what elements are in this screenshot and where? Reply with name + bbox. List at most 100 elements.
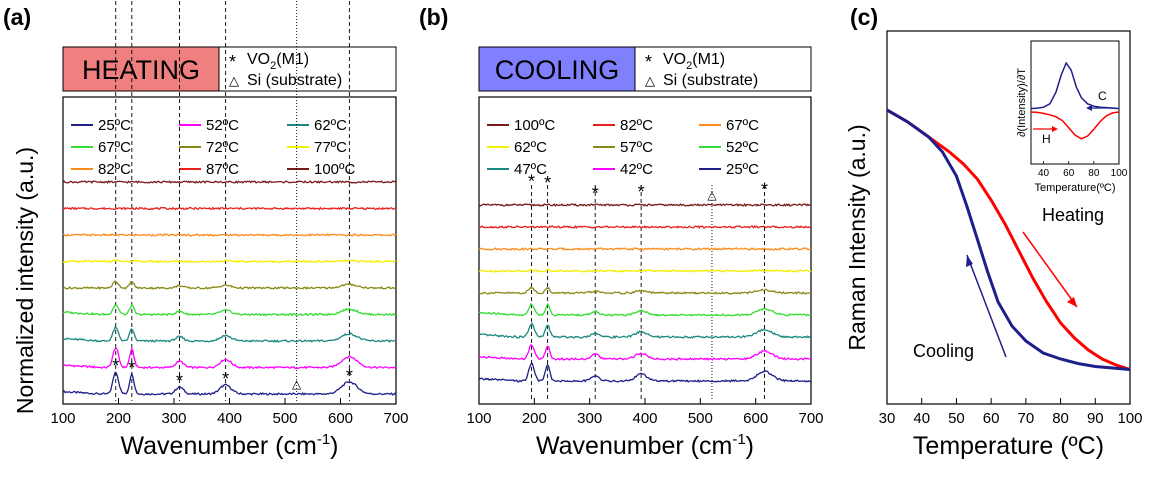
x-tick-label: 200 xyxy=(106,410,131,427)
x-tick-label: 70 xyxy=(1018,410,1035,427)
triangle-symbol: △ xyxy=(229,73,239,88)
spectrum-line xyxy=(62,180,397,185)
marker-legend-text: VO2(M1) xyxy=(663,51,725,72)
vo2-peak-marker: * xyxy=(346,366,353,386)
legend-label: 47ºC xyxy=(514,161,547,178)
x-axis-label: Wavenumber (cm-1) xyxy=(536,431,754,460)
legend-label: 87ºC xyxy=(206,161,239,178)
spectrum-line xyxy=(62,259,397,264)
spectrum-line xyxy=(62,347,397,370)
legend-label: 82ºC xyxy=(98,161,131,178)
banner-frame xyxy=(62,46,397,92)
x-tick-label: 300 xyxy=(577,410,602,427)
vo2-peak-marker: * xyxy=(112,356,119,376)
heating-arrow-line xyxy=(1022,231,1078,308)
vo2-peak-marker: * xyxy=(592,183,599,203)
vo2-peak-marker: * xyxy=(176,371,183,391)
banner-frame xyxy=(478,46,812,92)
inset-frame xyxy=(1030,40,1120,165)
plot-frame xyxy=(886,30,1131,405)
inset-y-axis-label: ∂(Intensity)/∂T xyxy=(1016,68,1028,137)
panel-label: (a) xyxy=(3,4,31,30)
inset-x-tick-label: 100 xyxy=(1111,168,1128,179)
vo2-peak-marker: * xyxy=(528,171,535,191)
x-axis-label: Wavenumber (cm-1) xyxy=(120,431,338,460)
vo2-peak-marker: * xyxy=(544,173,551,193)
x-tick-label: 600 xyxy=(743,410,768,427)
vo2-peak-marker: * xyxy=(638,182,645,202)
legend-label: 52ºC xyxy=(206,117,239,134)
spectrum-line xyxy=(63,206,397,211)
si-peak-marker: △ xyxy=(292,377,302,391)
x-tick-label: 50 xyxy=(948,410,965,427)
x-tick-label: 80 xyxy=(1052,410,1069,427)
legend-label: 57ºC xyxy=(620,139,653,156)
cooling-annotation: Cooling xyxy=(913,341,974,361)
cooling-arrowhead xyxy=(966,255,973,267)
legend-label: 25ºC xyxy=(98,117,131,134)
spectrum-line xyxy=(478,344,812,361)
banner-label: COOLING xyxy=(495,55,620,85)
asterisk-symbol: * xyxy=(229,52,236,72)
x-tick-label: 90 xyxy=(1087,410,1104,427)
spectrum-line xyxy=(478,362,812,383)
legend-label: 42ºC xyxy=(620,161,653,178)
banner-box xyxy=(62,46,220,92)
x-tick-label: 100 xyxy=(1117,410,1142,427)
panel-2: (c) 30 40 50 60 70 80 90 100 Temperature (ºC) Rama… xyxy=(844,4,1143,460)
x-tick-label: 100 xyxy=(50,410,75,427)
spectrum-line xyxy=(62,303,397,317)
legend-label: 77ºC xyxy=(314,139,347,156)
banner-box xyxy=(478,46,636,92)
triangle-symbol: △ xyxy=(645,73,655,88)
heating-curve xyxy=(886,108,1131,371)
asterisk-symbol: * xyxy=(645,52,652,72)
legend-label: 100ºC xyxy=(314,161,356,178)
legend-label: 62ºC xyxy=(514,139,547,156)
legend-label: 62ºC xyxy=(314,117,347,134)
vo2-peak-marker: * xyxy=(128,358,135,378)
x-axis-label: Temperature (ºC) xyxy=(913,432,1104,460)
x-tick-label: 700 xyxy=(798,410,823,427)
x-tick-label: 60 xyxy=(983,410,1000,427)
spectrum-line xyxy=(478,225,812,230)
cooling-arrow-line xyxy=(966,254,1007,358)
panel-1: (b) COOLING * VO2(M1) △ Si (substrate) 100 200 3… xyxy=(419,4,824,460)
cooling-curve xyxy=(886,108,1131,371)
spectrum-line xyxy=(478,247,812,251)
legend-label: 82ºC xyxy=(620,117,653,134)
heating-arrowhead xyxy=(1067,297,1077,307)
spectrum-line xyxy=(478,286,812,295)
inset-x-tick-label: 60 xyxy=(1063,168,1075,179)
panel-0: (a) HEATING * VO2(M1) △ Si (substrate) 100 200 3… xyxy=(3,0,409,460)
vo2-peak-marker: * xyxy=(222,369,229,389)
inset-x-tick-label: 40 xyxy=(1038,168,1050,179)
panel-label: (c) xyxy=(850,4,878,30)
inset-x-axis-label: Temperature(ºC) xyxy=(1034,182,1115,194)
inset-x-tick-label: 80 xyxy=(1088,168,1100,179)
inset-c-arrowhead xyxy=(1086,105,1092,111)
legend-label: 72ºC xyxy=(206,139,239,156)
heating-annotation: Heating xyxy=(1042,205,1104,225)
x-tick-label: 500 xyxy=(688,410,713,427)
x-tick-label: 200 xyxy=(522,410,547,427)
vo2-peak-marker: * xyxy=(761,179,768,199)
x-tick-label: 400 xyxy=(217,410,242,427)
banner-label: HEATING xyxy=(82,55,200,85)
spectrum-line xyxy=(478,203,812,208)
spectrum-line xyxy=(62,280,397,291)
inset-h-curve xyxy=(1030,111,1120,140)
spectrum-line xyxy=(62,371,397,396)
legend-label: 67ºC xyxy=(726,117,759,134)
legend-label: 52ºC xyxy=(726,139,759,156)
y-axis-label: Raman Intensity (a.u.) xyxy=(844,124,870,350)
spectrum-line xyxy=(63,326,396,343)
spectrum-line xyxy=(478,302,812,317)
marker-legend-text: Si (substrate) xyxy=(247,72,342,89)
legend-label: 67ºC xyxy=(98,139,131,156)
si-peak-marker: △ xyxy=(707,188,717,202)
inset-h-label: H xyxy=(1042,132,1051,146)
marker-legend-text: Si (substrate) xyxy=(663,72,758,89)
inset-h-arrowhead xyxy=(1052,126,1058,132)
